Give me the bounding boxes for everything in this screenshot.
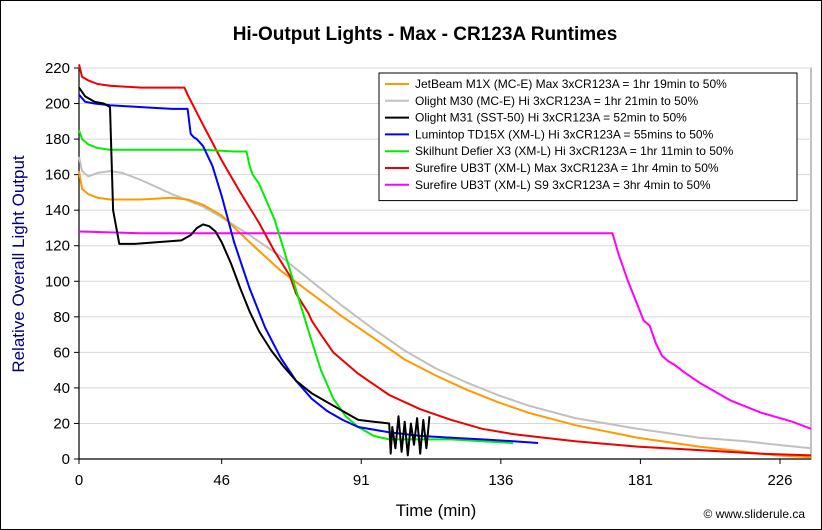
series-line-4 xyxy=(78,94,539,444)
y-tick-label: 180 xyxy=(45,131,70,148)
series-lines xyxy=(78,64,812,459)
y-tick-label: 0 xyxy=(62,451,70,468)
x-tick-label: 136 xyxy=(488,472,513,489)
legend-label: Surefire UB3T (XM-L) Max 3xCR123A = 1hr … xyxy=(415,161,719,175)
legend-label: JetBeam M1X (MC-E) Max 3xCR123A = 1hr 19… xyxy=(415,77,727,91)
legend-box xyxy=(378,72,798,202)
y-tick-label: 220 xyxy=(45,60,70,77)
y-tick-label: 60 xyxy=(53,344,70,361)
legend-label: Olight M31 (SST-50) Hi 3xCR123A = 52min … xyxy=(415,111,687,125)
legend-label: Lumintop TD15X (XM-L) Hi 3xCR123A = 55mi… xyxy=(415,127,714,141)
x-tick-label: 0 xyxy=(75,472,83,489)
y-axis-title: Relative Overall Light Output xyxy=(9,155,28,373)
y-tick-label: 100 xyxy=(45,273,70,290)
y-tick-label: 40 xyxy=(53,380,70,397)
series-line-5 xyxy=(78,129,514,444)
legend: JetBeam M1X (MC-E) Max 3xCR123A = 1hr 19… xyxy=(378,72,798,202)
x-axis-title: Time (min) xyxy=(396,501,477,520)
y-tick-label: 140 xyxy=(45,202,70,219)
series-line-3 xyxy=(78,87,431,457)
y-tick-label: 120 xyxy=(45,238,70,255)
x-tick-label: 181 xyxy=(628,472,653,489)
x-tick-label: 91 xyxy=(353,472,370,489)
x-tick-label: 226 xyxy=(767,472,792,489)
series-line-6 xyxy=(78,64,812,457)
legend-label: Skilhunt Defier X3 (XM-L) Hi 3xCR123A = … xyxy=(415,144,734,158)
credit-text: © www.sliderule.ca xyxy=(703,507,805,521)
x-axis-ticks: 0 46 91 136 181 226 xyxy=(75,458,811,489)
y-tick-label: 80 xyxy=(53,309,70,326)
y-tick-label: 200 xyxy=(45,96,70,113)
y-axis-ticks: 0 20 40 60 80 100 120 140 160 180 200 220 xyxy=(45,60,80,468)
x-tick-label: 46 xyxy=(213,472,230,489)
y-tick-label: 160 xyxy=(45,167,70,184)
legend-label: Surefire UB3T (XM-L) S9 3xCR123A = 3hr 4… xyxy=(415,178,711,192)
legend-label: Olight M30 (MC-E) Hi 3xCR123A = 1hr 21mi… xyxy=(415,94,698,108)
series-line-1 xyxy=(78,170,812,459)
series-line-7 xyxy=(78,230,812,430)
y-tick-label: 20 xyxy=(53,415,70,432)
chart-title: Hi-Output Lights - Max - CR123A Runtimes xyxy=(233,24,618,45)
